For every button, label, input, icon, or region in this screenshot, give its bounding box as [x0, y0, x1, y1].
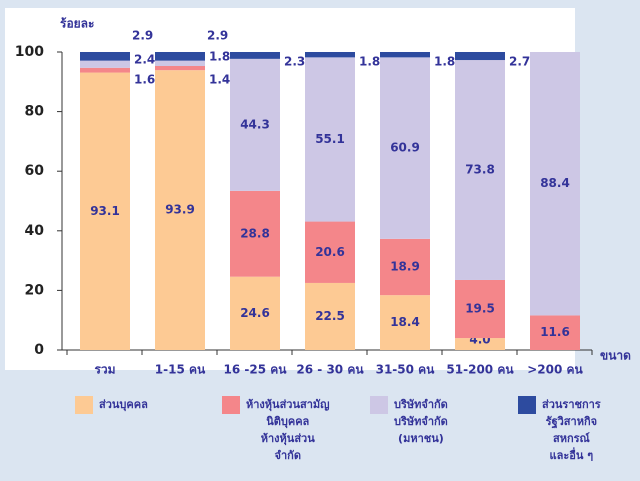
- value-label: 2.7: [509, 55, 530, 69]
- bar-segment: [455, 52, 505, 61]
- x-axis-label: ขนาด: [600, 349, 631, 363]
- value-label: 2.4: [134, 53, 155, 67]
- x-tick-label: 16 -25 คน: [224, 363, 288, 377]
- bar-segment: [305, 52, 355, 58]
- value-label: 1.8: [434, 55, 455, 69]
- bar-segment: [230, 190, 280, 277]
- legend-item: บริษัทจำกัด บริษัทจำกัด (มหาชน): [370, 396, 448, 447]
- bar-segment: [80, 72, 130, 350]
- legend-item: ห้างหุ้นส่วนสามัญ นิติบุคคล ห้างหุ้นส่วน…: [222, 396, 330, 464]
- value-label: 18.4: [390, 315, 420, 329]
- bar-segment: [305, 282, 355, 350]
- bar-segment: [455, 279, 505, 339]
- legend-item: ส่วนราชการ รัฐวิสาหกิจ สหกรณ์ และอื่น ๆ: [518, 396, 601, 464]
- value-label: 19.5: [465, 302, 495, 316]
- bar-segment: [230, 58, 280, 191]
- bar-segment: [455, 338, 505, 350]
- y-tick-label: 60: [25, 163, 45, 179]
- value-label: 22.5: [315, 309, 345, 323]
- legend-label: บริษัทจำกัด บริษัทจำกัด (มหาชน): [394, 398, 448, 445]
- value-label: 2.3: [284, 55, 305, 69]
- value-label: 1.8: [359, 55, 380, 69]
- bar-segment: [380, 295, 430, 350]
- y-tick-label: 0: [34, 342, 44, 358]
- bar-segment: [155, 60, 205, 67]
- legend-item: ส่วนบุคคล: [75, 396, 148, 414]
- x-tick-label: 1-15 คน: [155, 363, 206, 377]
- value-label: 93.9: [165, 203, 195, 217]
- bar-segment: [80, 67, 130, 73]
- legend-swatch: [518, 396, 536, 414]
- legend-label: ห้างหุ้นส่วนสามัญ นิติบุคคล ห้างหุ้นส่วน…: [246, 398, 330, 462]
- value-label: 73.8: [465, 163, 495, 177]
- x-tick-label: 51-200 คน: [446, 363, 514, 377]
- bar-segment: [380, 52, 430, 58]
- bar-segment: [155, 70, 205, 350]
- bar-segment: [305, 221, 355, 283]
- bar-segment: [380, 238, 430, 296]
- value-label: 20.6: [315, 245, 345, 259]
- value-label: 18.9: [390, 260, 420, 274]
- legend-label: ส่วนราชการ รัฐวิสาหกิจ สหกรณ์ และอื่น ๆ: [542, 398, 601, 462]
- y-tick-label: 100: [15, 44, 44, 60]
- legend-swatch: [75, 396, 93, 414]
- legend-swatch: [370, 396, 388, 414]
- x-tick-label: รวม: [94, 363, 115, 377]
- value-label: 2.9: [207, 29, 228, 43]
- value-label: 88.4: [540, 176, 570, 190]
- bar-segment: [80, 60, 130, 68]
- y-axis-label: ร้อยละ: [60, 17, 94, 31]
- bar-segment: [230, 276, 280, 350]
- legend-swatch: [222, 396, 240, 414]
- value-label: 55.1: [315, 132, 345, 146]
- x-tick-label: 26 - 30 คน: [296, 363, 364, 377]
- bar-segment: [380, 57, 430, 239]
- value-label: 60.9: [390, 141, 420, 155]
- bar-segment: [530, 315, 580, 350]
- value-label: 1.8: [209, 50, 230, 64]
- x-tick-label: >200 คน: [527, 363, 583, 377]
- bar-segment: [455, 60, 505, 280]
- x-tick-label: 31-50 คน: [376, 363, 436, 377]
- y-tick-label: 40: [25, 223, 45, 239]
- bar-segment: [530, 52, 580, 316]
- bar-segment: [80, 52, 130, 61]
- bar-segment: [155, 66, 205, 71]
- value-label: 93.1: [90, 204, 120, 218]
- y-tick-label: 80: [25, 104, 45, 120]
- value-label: 11.6: [540, 325, 570, 339]
- value-label: 24.6: [240, 306, 270, 320]
- bar-segment: [155, 52, 205, 61]
- value-label: 2.9: [132, 29, 153, 43]
- value-label: 1.6: [134, 73, 155, 87]
- value-label: 1.4: [209, 73, 230, 87]
- legend-label: ส่วนบุคคล: [99, 398, 148, 411]
- value-label: 28.8: [240, 226, 270, 240]
- bar-segment: [305, 57, 355, 222]
- value-label: 44.3: [240, 117, 270, 131]
- y-tick-label: 20: [25, 282, 45, 298]
- bar-segment: [230, 52, 280, 59]
